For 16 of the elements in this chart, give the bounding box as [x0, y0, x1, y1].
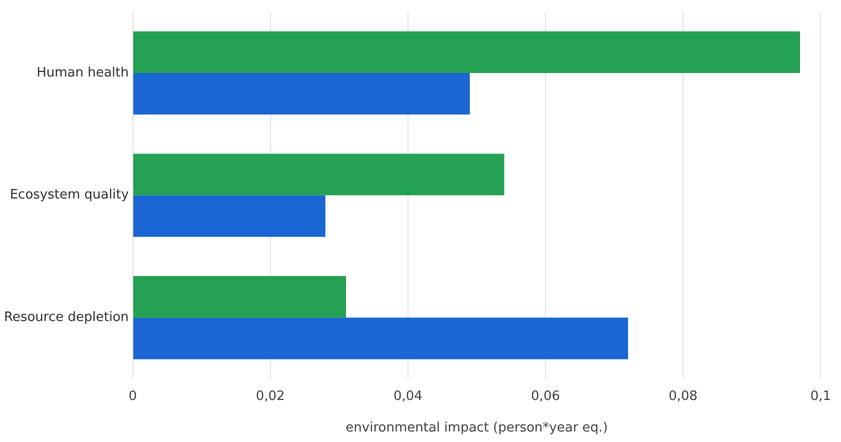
x-tick-label: 0	[128, 388, 137, 404]
x-axis-title: environmental impact (person*year eq.)	[346, 420, 608, 436]
x-tick-label: 0,08	[668, 388, 698, 404]
x-tick-label: 0,02	[256, 388, 285, 404]
bar	[133, 318, 628, 360]
x-tick-label: 0,06	[531, 388, 560, 404]
y-tick-label: Human health	[36, 65, 129, 80]
bar	[133, 31, 800, 73]
bar	[133, 195, 326, 237]
bar	[133, 276, 346, 318]
x-tick-label: 0,04	[393, 388, 422, 404]
y-tick-label: Resource depletion	[4, 310, 129, 326]
x-tick-label: 0,1	[810, 388, 832, 404]
bar	[133, 154, 504, 196]
bar	[133, 72, 470, 115]
y-tick-label: Ecosystem quality	[10, 188, 130, 203]
